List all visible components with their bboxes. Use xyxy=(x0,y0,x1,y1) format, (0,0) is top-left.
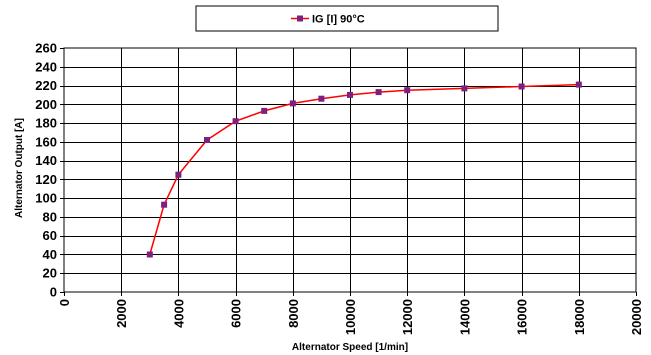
data-point xyxy=(204,137,210,143)
legend-marker xyxy=(297,15,303,22)
y-tick-label: 120 xyxy=(35,172,57,187)
data-point xyxy=(232,118,239,125)
y-tick-label: 180 xyxy=(35,116,57,131)
data-point xyxy=(289,100,296,107)
series-line xyxy=(149,83,579,255)
data-point xyxy=(261,107,268,114)
y-tick-label: 240 xyxy=(35,59,57,74)
legend-label: IG [I] 90°C xyxy=(312,14,365,26)
x-tick-label: 20000 xyxy=(629,299,644,335)
data-point xyxy=(161,201,168,208)
y-tick-label: 40 xyxy=(43,247,57,262)
data-point xyxy=(461,85,468,92)
y-tick-label: 80 xyxy=(43,209,57,224)
data-point xyxy=(347,91,353,98)
y-axis-title: Alternator Output [A] xyxy=(14,118,25,218)
y-tick-label: 140 xyxy=(35,153,57,168)
x-tick-label: 8000 xyxy=(286,299,301,328)
y-tick-label: 160 xyxy=(35,134,57,149)
data-point xyxy=(175,171,182,178)
x-tick-label: 14000 xyxy=(457,299,472,335)
x-tick-label: 10000 xyxy=(343,299,358,335)
y-tick-label: 220 xyxy=(35,78,57,93)
x-tick-label: 16000 xyxy=(515,299,530,335)
x-tick-label: 4000 xyxy=(171,299,186,328)
data-point xyxy=(146,251,153,258)
data-point xyxy=(518,83,525,90)
x-tick-label: 6000 xyxy=(229,299,244,328)
x-axis-title: Alternator Speed [1/min] xyxy=(292,342,408,353)
x-tick-label: 18000 xyxy=(572,299,587,335)
x-tick-label: 2000 xyxy=(114,299,129,328)
y-tick-label: 260 xyxy=(35,41,57,56)
data-point xyxy=(575,81,582,88)
y-tick-label: 0 xyxy=(50,285,57,300)
data-point xyxy=(318,95,325,102)
y-tick-label: 60 xyxy=(43,228,57,243)
y-tick-label: 100 xyxy=(35,191,57,206)
y-tick-label: 200 xyxy=(35,97,57,112)
x-tick-label: 12000 xyxy=(400,299,415,335)
legend-box xyxy=(195,5,499,32)
x-tick-label: 0 xyxy=(57,299,72,306)
data-point xyxy=(404,87,411,94)
y-tick-label: 20 xyxy=(43,266,57,281)
data-point xyxy=(375,89,382,96)
